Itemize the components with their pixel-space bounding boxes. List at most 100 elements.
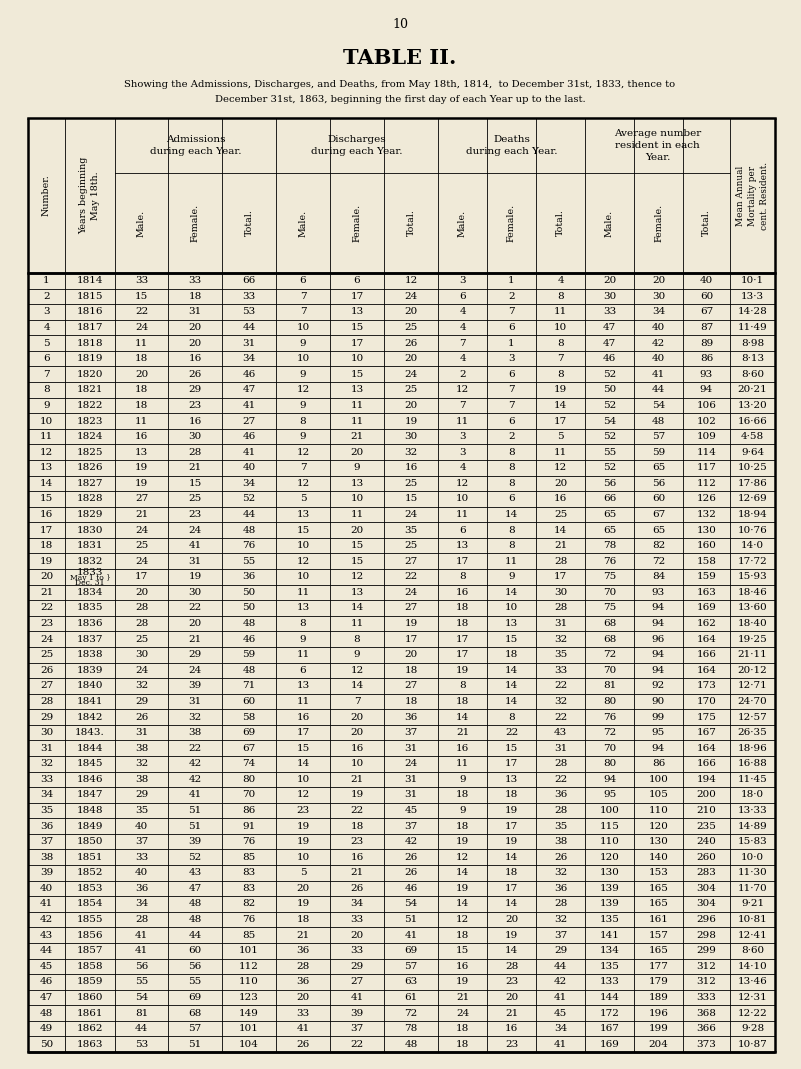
Text: 42: 42 <box>188 759 202 769</box>
Text: 1821: 1821 <box>77 385 103 394</box>
Text: 30: 30 <box>652 292 665 300</box>
Text: 18: 18 <box>456 931 469 940</box>
Text: 14: 14 <box>40 479 53 487</box>
Text: 15·83: 15·83 <box>738 837 767 847</box>
Text: 373: 373 <box>697 1040 716 1049</box>
Text: 41: 41 <box>350 993 364 1002</box>
Text: 10: 10 <box>350 494 364 503</box>
Text: 17: 17 <box>456 557 469 566</box>
Text: 34: 34 <box>350 899 364 909</box>
Text: 29: 29 <box>188 650 202 660</box>
Text: 18: 18 <box>456 1040 469 1049</box>
Text: 304: 304 <box>697 899 716 909</box>
Text: 48: 48 <box>243 526 256 534</box>
Text: 17: 17 <box>553 572 567 582</box>
Text: 9: 9 <box>459 775 466 784</box>
Text: 8: 8 <box>459 681 466 691</box>
Text: 23: 23 <box>40 619 53 629</box>
Text: 39: 39 <box>188 837 202 847</box>
Text: 6: 6 <box>354 276 360 285</box>
Text: 17·72: 17·72 <box>738 557 767 566</box>
Text: Male.: Male. <box>299 210 308 236</box>
Text: 11: 11 <box>456 759 469 769</box>
Text: 165: 165 <box>649 899 669 909</box>
Text: 1840: 1840 <box>77 681 103 691</box>
Text: 1863: 1863 <box>77 1040 103 1049</box>
Text: 15: 15 <box>405 494 417 503</box>
Text: 17·86: 17·86 <box>738 479 767 487</box>
Text: 57: 57 <box>188 1024 202 1033</box>
Text: 46: 46 <box>405 884 417 893</box>
Text: 31: 31 <box>135 728 148 738</box>
Text: 10: 10 <box>456 494 469 503</box>
Text: 11: 11 <box>296 650 310 660</box>
Text: 8: 8 <box>508 448 515 456</box>
Text: 9: 9 <box>300 339 306 347</box>
Text: 18: 18 <box>456 1024 469 1033</box>
Text: 54: 54 <box>652 401 665 409</box>
Text: 28: 28 <box>188 448 202 456</box>
Text: Number.: Number. <box>42 174 51 216</box>
Text: 33: 33 <box>296 1008 310 1018</box>
Text: 93: 93 <box>700 370 713 378</box>
Text: 135: 135 <box>600 962 619 971</box>
Text: 69: 69 <box>243 728 256 738</box>
Text: 10: 10 <box>553 323 567 332</box>
Text: 89: 89 <box>700 339 713 347</box>
Text: 14: 14 <box>456 713 469 722</box>
Text: 1845: 1845 <box>77 759 103 769</box>
Text: 9: 9 <box>43 401 50 409</box>
Text: 10·1: 10·1 <box>741 276 764 285</box>
Text: 76: 76 <box>243 541 256 551</box>
Text: 10: 10 <box>296 853 310 862</box>
Text: 82: 82 <box>243 899 256 909</box>
Text: 33: 33 <box>243 292 256 300</box>
Text: 37: 37 <box>405 728 417 738</box>
Text: 26·35: 26·35 <box>738 728 767 738</box>
Text: 33: 33 <box>188 276 202 285</box>
Text: 16·66: 16·66 <box>738 417 767 425</box>
Text: 41: 41 <box>553 993 567 1002</box>
Text: Dec. 31: Dec. 31 <box>75 578 105 587</box>
Text: 3: 3 <box>459 276 466 285</box>
Text: 15: 15 <box>505 635 518 644</box>
Text: 8·98: 8·98 <box>741 339 764 347</box>
Text: 167: 167 <box>697 728 716 738</box>
Text: 260: 260 <box>697 853 716 862</box>
Text: 21: 21 <box>350 775 364 784</box>
Text: 15: 15 <box>296 744 310 753</box>
Text: 13: 13 <box>135 448 148 456</box>
Text: 14: 14 <box>505 510 518 518</box>
Text: 17: 17 <box>350 292 364 300</box>
Text: 8: 8 <box>459 572 466 582</box>
Text: 38: 38 <box>135 775 148 784</box>
Text: 33: 33 <box>135 853 148 862</box>
Text: 27: 27 <box>405 557 417 566</box>
Text: 24: 24 <box>456 1008 469 1018</box>
Text: 9: 9 <box>300 401 306 409</box>
Text: 9·21: 9·21 <box>741 899 764 909</box>
Text: 4: 4 <box>459 354 466 363</box>
Text: 18: 18 <box>456 790 469 800</box>
Text: 144: 144 <box>600 993 619 1002</box>
Text: 83: 83 <box>243 884 256 893</box>
Text: 52: 52 <box>603 401 616 409</box>
Text: 42: 42 <box>405 837 417 847</box>
Text: 33: 33 <box>40 775 53 784</box>
Text: 12·41: 12·41 <box>738 931 767 940</box>
Text: 14·10: 14·10 <box>738 962 767 971</box>
Text: 42: 42 <box>553 977 567 987</box>
Text: 9·28: 9·28 <box>741 1024 764 1033</box>
Text: 26: 26 <box>405 868 417 878</box>
Text: 133: 133 <box>600 977 619 987</box>
Text: 20: 20 <box>350 713 364 722</box>
Text: 14: 14 <box>456 868 469 878</box>
Text: 2: 2 <box>508 292 515 300</box>
Text: 20: 20 <box>296 884 310 893</box>
Text: 96: 96 <box>652 635 665 644</box>
Text: 32: 32 <box>405 448 417 456</box>
Text: 13: 13 <box>40 463 53 472</box>
Text: 24·70: 24·70 <box>738 697 767 706</box>
Text: Female.: Female. <box>352 204 361 242</box>
Text: 37: 37 <box>350 1024 364 1033</box>
